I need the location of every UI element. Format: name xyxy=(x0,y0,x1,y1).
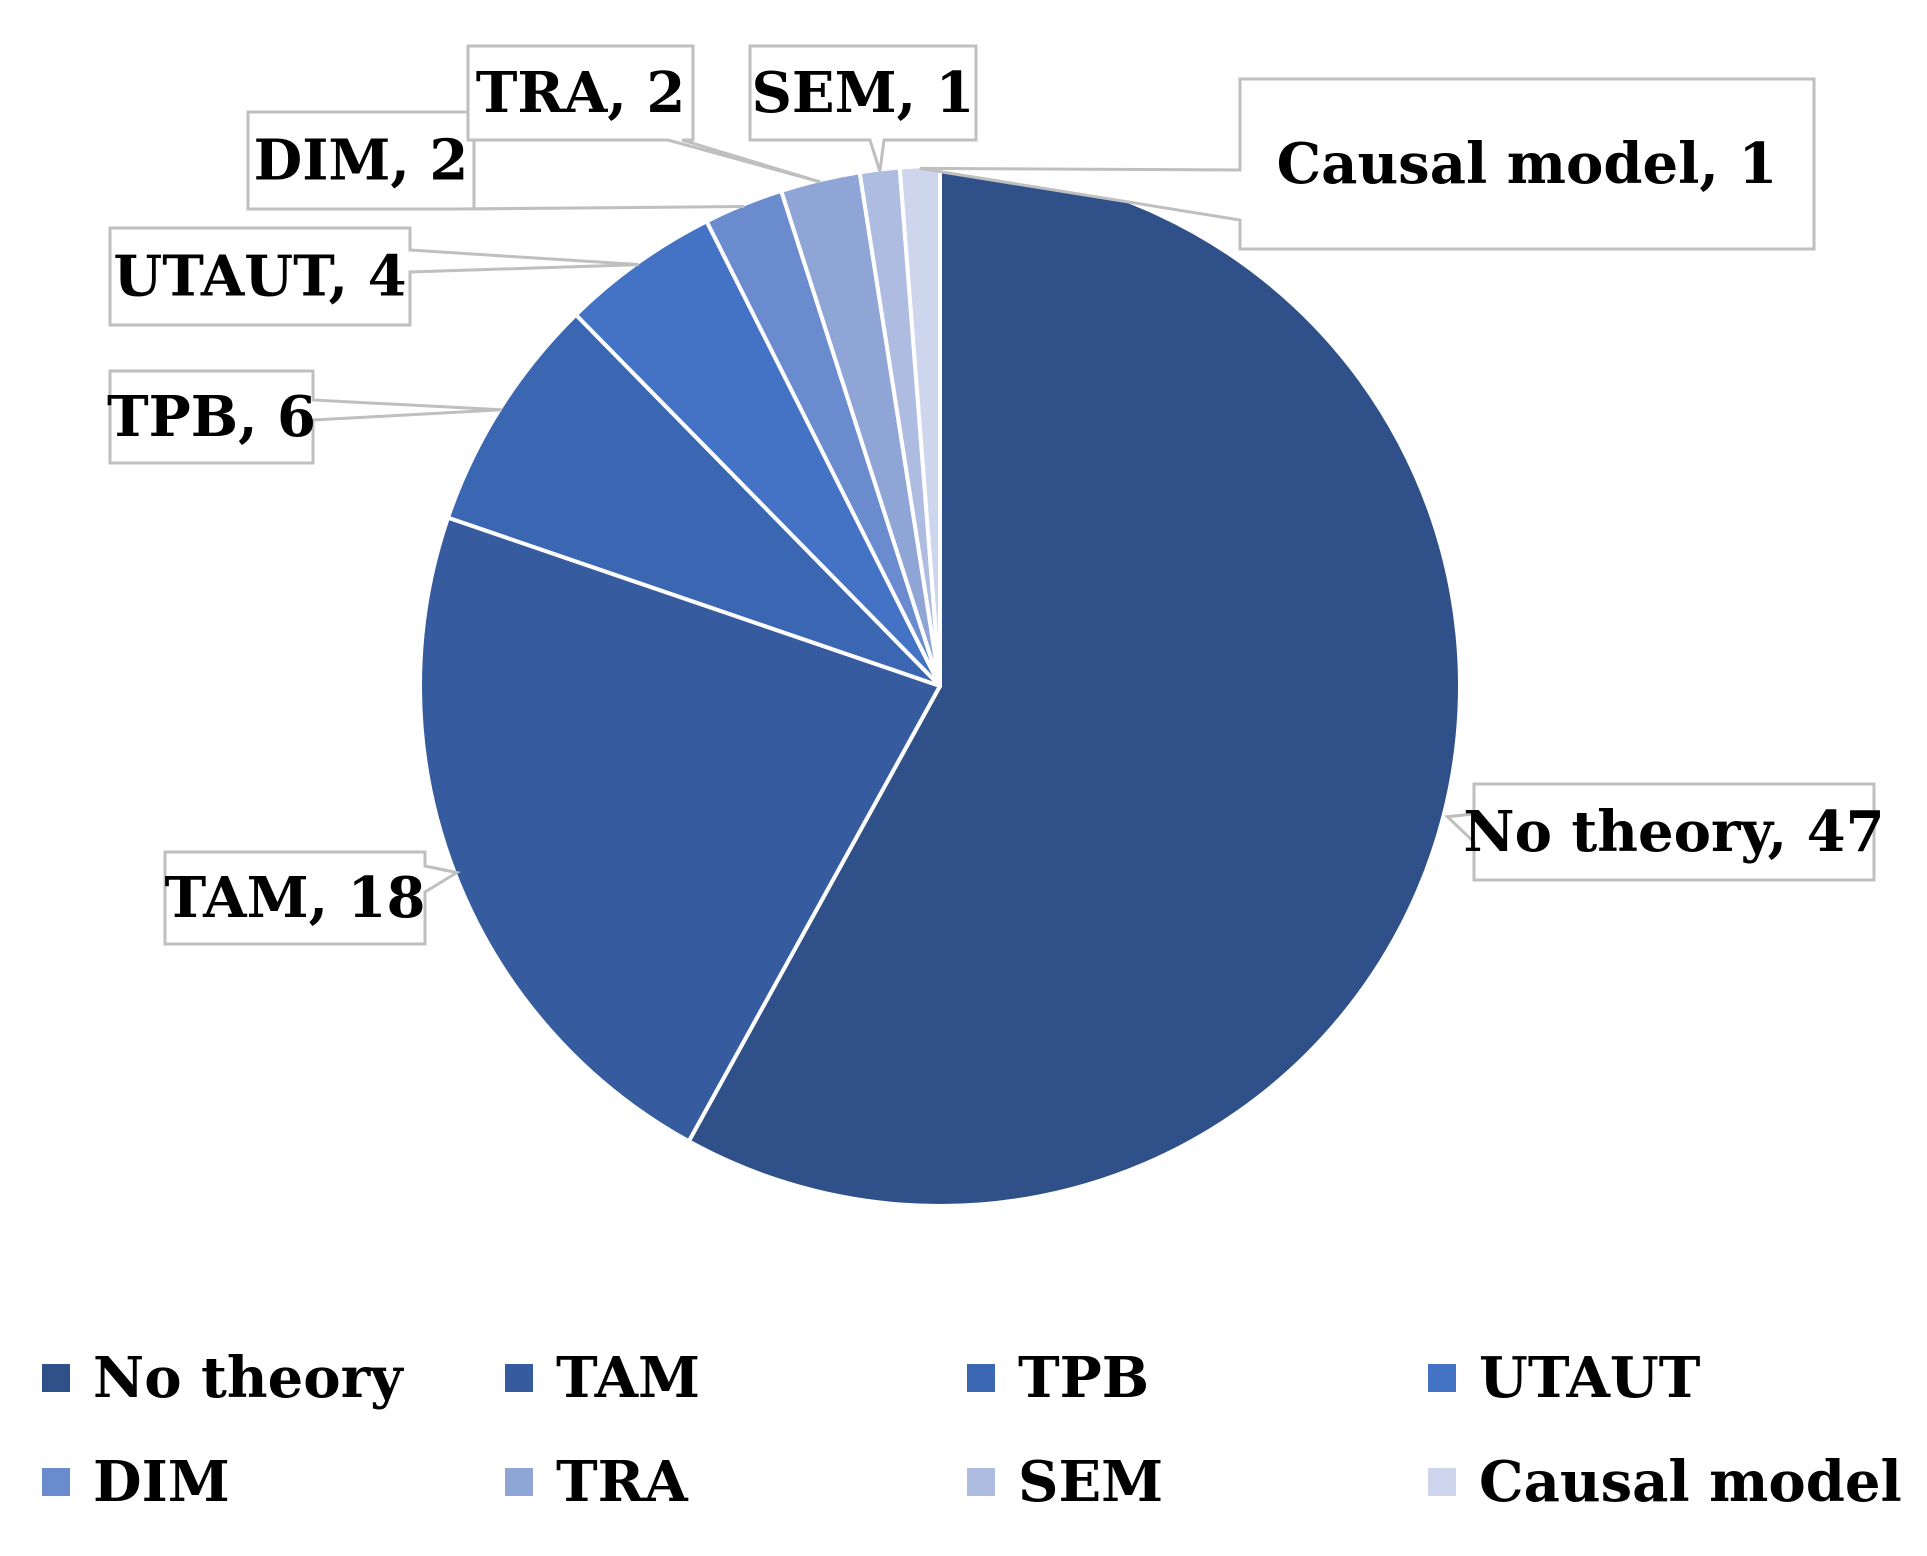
data-label-dim: DIM, 2 xyxy=(254,128,469,194)
callout-box-tpb xyxy=(108,369,502,465)
legend-swatch-tpb xyxy=(967,1364,995,1392)
callout-box-causal-model xyxy=(919,77,1816,251)
legend-label-causal-model: Causal model xyxy=(1479,1449,1902,1515)
pie-slice-causal-model xyxy=(897,163,942,688)
legend-label-tpb: TPB xyxy=(1018,1345,1149,1411)
legend-swatch-dim xyxy=(42,1468,70,1496)
data-label-causal-model: Causal model, 1 xyxy=(1277,131,1778,197)
callout-box-no-theory xyxy=(1444,782,1876,882)
legend-label-dim: DIM xyxy=(93,1449,230,1515)
data-label-utaut: UTAUT, 4 xyxy=(113,244,406,310)
callout-box-utaut xyxy=(108,226,639,327)
legend-label-sem: SEM xyxy=(1018,1449,1163,1515)
legend-swatch-tam xyxy=(505,1364,533,1392)
data-label-tpb: TPB, 6 xyxy=(107,384,316,450)
data-label-tra: TRA, 2 xyxy=(476,60,686,126)
data-label-no-theory: No theory, 47 xyxy=(1463,799,1884,865)
legend-swatch-causal-model xyxy=(1428,1468,1456,1496)
callout-box-tam xyxy=(163,850,461,946)
callout-box-tra xyxy=(466,44,821,184)
legend-item-tam: TAM xyxy=(505,1345,700,1411)
legend-swatch-no-theory xyxy=(42,1364,70,1392)
legend-swatch-tra xyxy=(505,1468,533,1496)
data-label-sem: SEM, 1 xyxy=(751,60,974,126)
legend-item-sem: SEM xyxy=(967,1449,1163,1515)
pie-slice-utaut xyxy=(573,219,942,688)
data-label-tam: TAM, 18 xyxy=(165,865,426,931)
legend-item-tpb: TPB xyxy=(967,1345,1149,1411)
legend-item-causal-model: Causal model xyxy=(1428,1449,1902,1515)
legend-swatch-utaut xyxy=(1428,1364,1456,1392)
callout-box-sem xyxy=(748,44,978,172)
legend-item-dim: DIM xyxy=(42,1449,230,1515)
legend-item-utaut: UTAUT xyxy=(1428,1345,1701,1411)
legend-item-tra: TRA xyxy=(505,1449,689,1515)
legend-label-tam: TAM xyxy=(556,1345,700,1411)
legend-label-no-theory: No theory xyxy=(93,1345,404,1411)
data-label-callouts: No theory, 47 TAM, 18 TPB, 6 UTAUT, 4 DIM, 2… xyxy=(107,44,1885,946)
legend-item-no-theory: No theory xyxy=(42,1345,404,1411)
legend-label-utaut: UTAUT xyxy=(1479,1345,1701,1411)
pie-slices xyxy=(418,163,1462,1208)
legend: No theory TAM TPB UTAUT DIM TRA SEM Causal mode… xyxy=(42,1345,1902,1515)
legend-swatch-sem xyxy=(967,1468,995,1496)
pie-slice-no-theory xyxy=(686,164,1462,1208)
legend-label-tra: TRA xyxy=(556,1449,689,1515)
